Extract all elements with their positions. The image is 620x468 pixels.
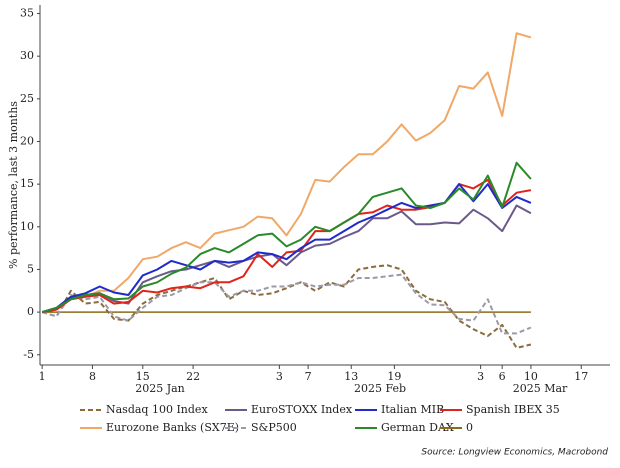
y-axis-label: % performance, last 3 months [7, 101, 20, 269]
legend-label: Spanish IBEX 35 [466, 403, 560, 416]
y-tick-label: 0 [27, 305, 34, 318]
legend-label: 0 [466, 421, 473, 434]
x-tick-label: 22 [186, 370, 200, 383]
y-tick-label: 35 [20, 7, 34, 20]
x-tick-label: 8 [89, 370, 96, 383]
series-line [41, 183, 532, 314]
y-tick-label: -5 [23, 348, 34, 361]
series-line [41, 161, 532, 314]
x-tick-label: 3 [477, 370, 484, 383]
x-tick-label: 7 [305, 370, 312, 383]
x-tick-label: 17 [574, 370, 588, 383]
y-tick-label: 25 [20, 92, 34, 105]
legend-label: German DAX [381, 421, 454, 434]
month-label: 2025 Jan [135, 382, 185, 395]
y-tick-label: 15 [20, 177, 34, 190]
x-tick-label: 19 [387, 370, 401, 383]
y-tick-label: 20 [20, 134, 34, 147]
x-tick-label: 10 [524, 370, 538, 383]
x-tick-label: 13 [344, 370, 358, 383]
series-line [41, 32, 532, 314]
x-tick-label: 3 [276, 370, 283, 383]
month-label: 2025 Mar [513, 382, 568, 395]
y-tick-label: 30 [20, 49, 34, 62]
y-tick-label: 5 [27, 262, 34, 275]
legend-label: S&P500 [251, 421, 297, 434]
source: Source: Longview Economics, Macrobond [421, 448, 608, 458]
x-tick-label: 1 [39, 370, 46, 383]
y-tick-label: 10 [20, 220, 34, 233]
x-tick-label: 15 [136, 370, 150, 383]
legend-label: Italian MIB [381, 403, 444, 416]
month-label: 2025 Feb [354, 382, 406, 395]
series-line [41, 273, 532, 335]
x-tick-label: 6 [499, 370, 506, 383]
legend-label: Nasdaq 100 Index [106, 403, 208, 416]
legend-label: EuroSTOXX Index [251, 403, 353, 416]
series-line [41, 264, 532, 349]
legend-label: Eurozone Banks (SX7E) [106, 421, 239, 434]
